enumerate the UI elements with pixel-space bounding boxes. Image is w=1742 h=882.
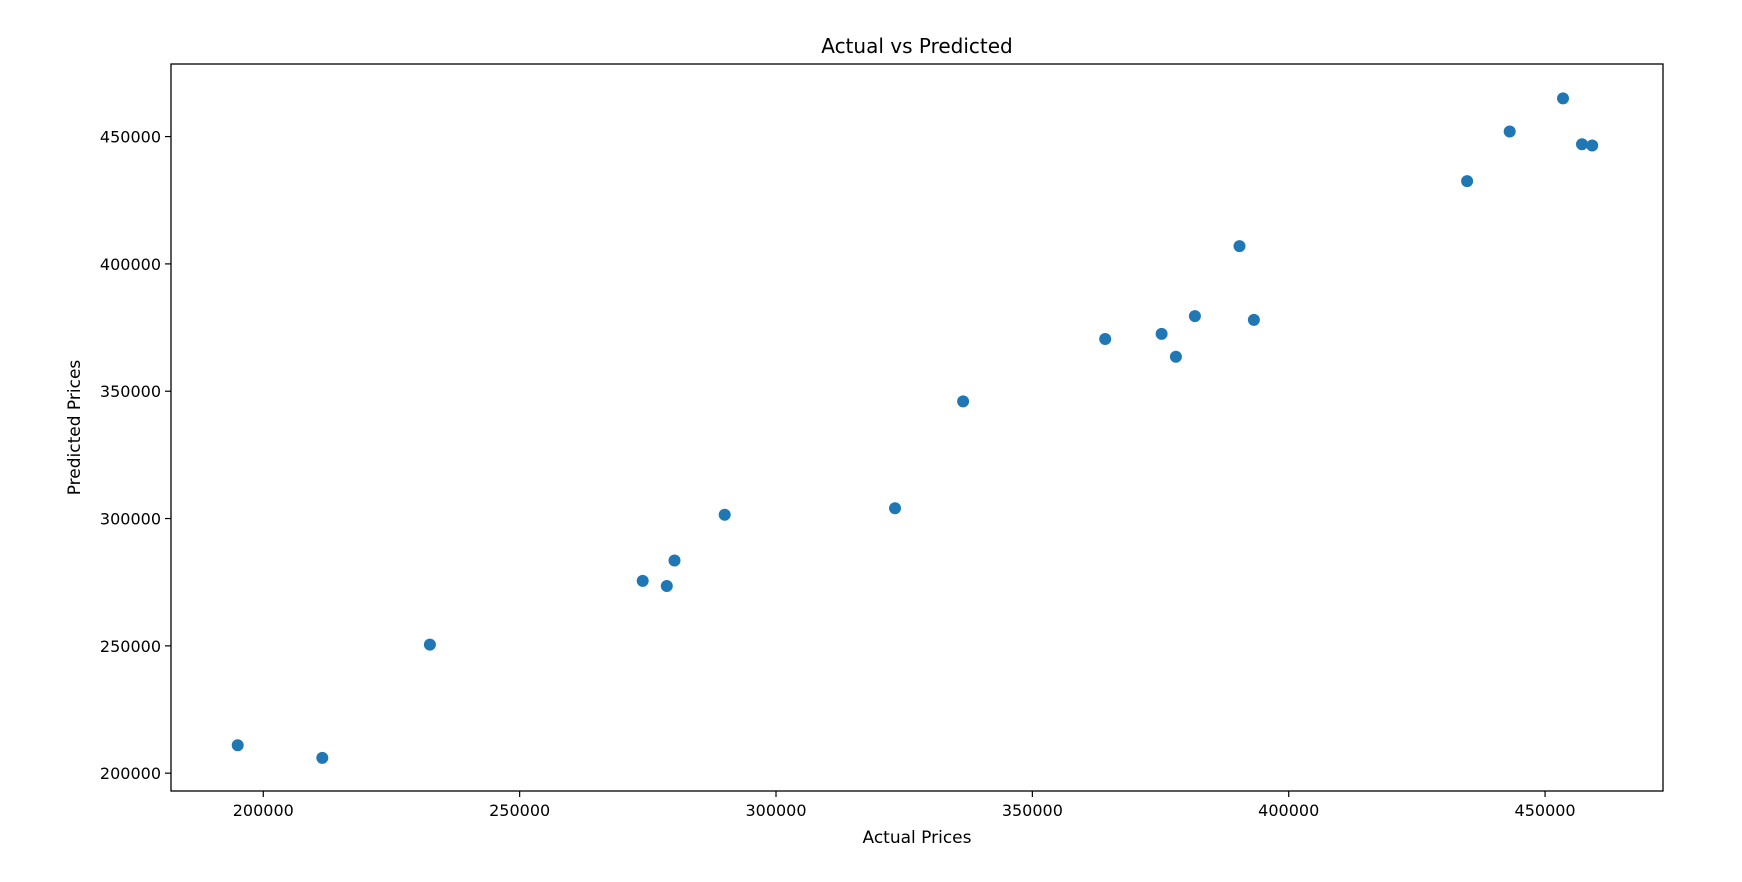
y-tick-label: 200000 [100,764,161,783]
data-point [718,508,731,521]
data-point [1461,175,1474,188]
y-tick-label: 400000 [100,255,161,274]
data-point [316,751,329,764]
data-point [1503,125,1516,138]
x-axis-ticks: 200000 250000 300000 350000 400000 450000 [233,791,1576,820]
data-point [636,574,649,587]
y-tick-label: 250000 [100,637,161,656]
x-tick-label: 350000 [1002,801,1063,820]
plot-background [171,64,1663,791]
x-tick-label: 250000 [489,801,550,820]
y-tick-label: 450000 [100,128,161,147]
data-point [668,554,681,567]
data-points [231,92,1599,764]
y-axis-ticks: 200000 250000 300000 350000 400000 450000 [100,128,171,783]
data-point [1169,350,1182,363]
data-point [1557,92,1569,105]
y-tick-label: 300000 [100,510,161,529]
data-point [1188,310,1201,323]
data-point [889,502,901,515]
data-point [1576,138,1588,151]
data-point [231,739,244,752]
x-tick-label: 200000 [233,801,294,820]
x-tick-label: 400000 [1258,801,1319,820]
data-point [1233,240,1246,253]
data-point [1247,313,1260,326]
x-tick-label: 450000 [1515,801,1576,820]
x-tick-label: 300000 [745,801,806,820]
x-axis-label: Actual Prices [863,828,972,848]
data-point [423,638,436,651]
data-point [1155,327,1168,340]
y-axis-label: Predicted Prices [65,360,85,496]
y-tick-label: 350000 [100,382,161,401]
data-point [957,395,970,408]
data-point [1099,333,1112,345]
chart-title: Actual vs Predicted [821,34,1013,58]
plot-frame [170,63,1664,792]
data-point [1586,139,1599,152]
data-point [660,580,673,592]
